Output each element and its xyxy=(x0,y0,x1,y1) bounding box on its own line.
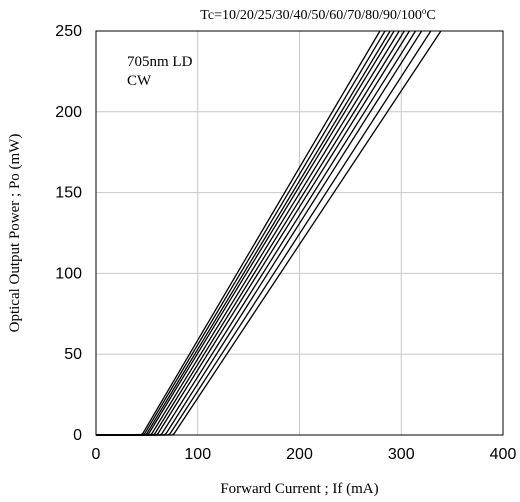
y-tick-label: 0 xyxy=(73,427,82,444)
y-axis-label: Optical Output Power ; Po (mW) xyxy=(7,134,23,333)
series-line-1 xyxy=(96,30,381,436)
annotation-mode: CW xyxy=(127,73,152,89)
tick-labels: 0 100 200 300 400 0 50 100 150 200 250 xyxy=(55,23,516,463)
series-line-9 xyxy=(96,30,423,436)
series-line-2 xyxy=(96,30,386,436)
chart-title: Tc=10/20/25/30/40/50/60/70/80/90/100oC xyxy=(200,6,435,23)
chart-title-degree: o xyxy=(422,6,427,16)
chart-title-unit: C xyxy=(426,8,435,23)
annotation-laser-type: 705nm LD xyxy=(127,54,193,70)
series-line-8 xyxy=(96,30,417,436)
y-tick-label: 150 xyxy=(55,185,82,202)
series-line-6 xyxy=(96,30,405,436)
x-tick-label: 0 xyxy=(92,446,101,463)
x-tick-label: 400 xyxy=(490,446,517,463)
chart-title-main: Tc=10/20/25/30/40/50/60/70/80/90/100 xyxy=(200,8,422,23)
plot-frame xyxy=(95,30,504,436)
series-line-3 xyxy=(96,30,391,436)
y-tick-label: 50 xyxy=(64,346,82,363)
x-tick-label: 300 xyxy=(388,446,415,463)
y-tick-label: 100 xyxy=(55,265,82,282)
series-line-10 xyxy=(96,30,432,436)
x-tick-label: 200 xyxy=(286,446,313,463)
series-lines xyxy=(96,30,442,436)
y-tick-label: 250 xyxy=(55,23,82,40)
x-tick-label: 100 xyxy=(184,446,211,463)
y-tick-label: 200 xyxy=(55,104,82,121)
x-axis-label: Forward Current ; If (mA) xyxy=(220,481,378,497)
